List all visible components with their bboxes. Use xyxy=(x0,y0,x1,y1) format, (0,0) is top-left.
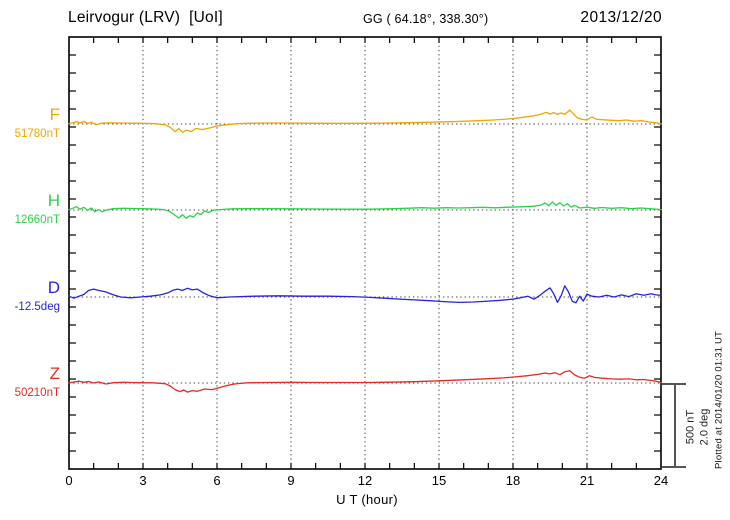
x-tick-label-21: 21 xyxy=(579,473,595,488)
scale-bar-nt-label: 500 nT xyxy=(684,409,697,445)
channel-letter-Z: Z xyxy=(49,364,60,383)
channel-baseline-F: 51780nT xyxy=(14,127,60,140)
scale-bar-deg-label: 2.0 deg xyxy=(698,408,710,446)
plot-date: 2013/12/20 xyxy=(580,9,662,26)
trace-H xyxy=(68,201,662,219)
x-tick-label-6: 6 xyxy=(213,473,221,488)
trace-D xyxy=(68,285,662,304)
channel-letter-H: H xyxy=(47,191,60,210)
geographic-coordinates: GG ( 64.18°, 338.30°) xyxy=(363,12,489,26)
trace-F xyxy=(68,109,662,133)
channel-baseline-H: 12660nT xyxy=(14,213,60,226)
plotted-at-timestamp: Plotted at 2014/01/20 01:31 UT xyxy=(713,330,725,470)
x-tick-label-9: 9 xyxy=(287,473,295,488)
x-tick-label-12: 12 xyxy=(357,473,373,488)
channel-label-H: H 12660nT xyxy=(0,191,60,226)
scale-bar-label: 500 nT 2.0 deg xyxy=(684,409,712,446)
trace-Z xyxy=(68,370,662,393)
channel-baseline-Z: 50210nT xyxy=(14,386,60,399)
channel-letter-D: D xyxy=(47,278,60,297)
x-axis-title: U T (hour) xyxy=(336,492,398,507)
x-tick-label-3: 3 xyxy=(139,473,147,488)
channel-label-Z: Z 50210nT xyxy=(0,364,60,399)
channel-label-D: D -12.5deg xyxy=(0,278,60,313)
channel-label-F: F 51780nT xyxy=(0,105,60,140)
x-tick-label-18: 18 xyxy=(505,473,521,488)
channel-baseline-D: -12.5deg xyxy=(14,300,60,313)
plot-frame xyxy=(68,36,662,470)
station-title: Leirvogur (LRV) [UoI] xyxy=(68,9,223,26)
x-tick-label-24: 24 xyxy=(653,473,669,488)
channel-letter-F: F xyxy=(49,105,60,124)
x-tick-label-15: 15 xyxy=(431,473,447,488)
x-tick-label-0: 0 xyxy=(65,473,73,488)
